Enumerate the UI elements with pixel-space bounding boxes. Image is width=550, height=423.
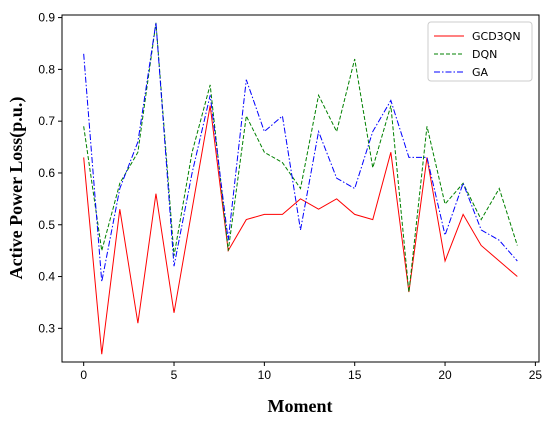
x-tick-label: 5 [171,368,178,382]
y-tick-label: 0.3 [38,321,55,335]
x-tick-label: 0 [80,368,87,382]
series-layer [83,22,518,355]
legend-label-gcd3qn: GCD3QN [472,30,521,43]
plot-frame [61,14,540,363]
series-line-ga [83,22,518,282]
legend-label-ga: GA [472,66,489,79]
tick-layer: 0 5 10 15 20 25 0.3 0.4 0.5 0.6 0.7 0.8 0.9 [38,11,542,382]
y-tick-label: 0.4 [38,270,55,284]
y-tick-label: 0.7 [38,114,55,128]
x-tick-label: 15 [348,368,362,382]
x-tick-label: 25 [529,368,543,382]
legend: GCD3QN DQN GA [427,21,533,82]
y-axis-title: Active Power Loss(p.u.) [6,97,27,280]
y-tick-label: 0.5 [38,218,55,232]
y-tick-label: 0.9 [38,11,55,25]
series-line-dqn [83,22,518,293]
x-axis-title: Moment [268,396,333,416]
x-tick-label: 10 [258,368,272,382]
series-line-gcd3qn [83,105,518,355]
x-tick-label: 20 [438,368,452,382]
y-tick-label: 0.6 [38,166,55,180]
legend-label-dqn: DQN [472,48,497,61]
y-tick-label: 0.8 [38,62,55,76]
legend-box [427,21,533,82]
